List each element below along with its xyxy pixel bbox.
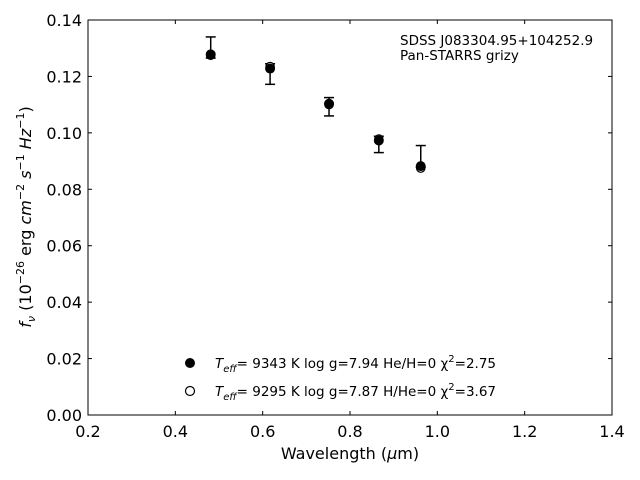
legend-marker-filled — [185, 358, 195, 368]
x-tick-label: 0.2 — [75, 422, 100, 441]
annotation-line-1: SDSS J083304.95+104252.9 — [400, 33, 593, 49]
y-tick-label: 0.08 — [46, 180, 82, 199]
legend-entry-2: Teff= 9295 K log g=7.87 H/He=0 χ2=3.67 — [215, 382, 496, 403]
x-tick-label: 1.2 — [512, 422, 537, 441]
point-filled — [265, 63, 276, 74]
y-tick-label: 0.10 — [46, 124, 82, 143]
point-filled — [324, 98, 335, 109]
legend-marker-open — [184, 385, 196, 397]
y-tick-label: 0.14 — [46, 11, 82, 30]
plot-frame — [87, 19, 613, 416]
legend-entry-1: Teff= 9343 K log g=7.94 He/H=0 χ2=2.75 — [215, 354, 496, 375]
annotation-line-2: Pan-STARRS grizy — [400, 48, 519, 64]
point-filled — [205, 49, 216, 60]
axis-ticks: 0.2 0.4 0.6 0.8 1.0 1.2 1.4 0.00 0.02 0.04 0.06 0.0… — [46, 11, 624, 441]
y-tick-label: 0.04 — [46, 293, 82, 312]
plot-area — [88, 20, 612, 415]
y-axis-label: fν (10−26 erg cm−2 s−1 Hz−1) — [14, 106, 38, 327]
x-axis-label: Wavelength (μm) — [281, 444, 419, 463]
x-tick-label: 0.4 — [163, 422, 188, 441]
x-tick-label: 1.0 — [425, 422, 450, 441]
legend: Teff= 9343 K log g=7.94 He/H=0 χ2=2.75 T… — [184, 354, 496, 403]
y-tick-label: 0.12 — [46, 67, 82, 86]
point-filled — [373, 135, 384, 146]
x-tick-label: 0.8 — [337, 422, 362, 441]
point-filled — [415, 161, 426, 172]
y-tick-label: 0.00 — [46, 406, 82, 425]
x-tick-label: 1.4 — [599, 422, 624, 441]
data-markers — [205, 49, 426, 173]
y-tick-label: 0.02 — [46, 350, 82, 369]
x-tick-label: 0.6 — [250, 422, 275, 441]
y-tick-label: 0.06 — [46, 237, 82, 256]
